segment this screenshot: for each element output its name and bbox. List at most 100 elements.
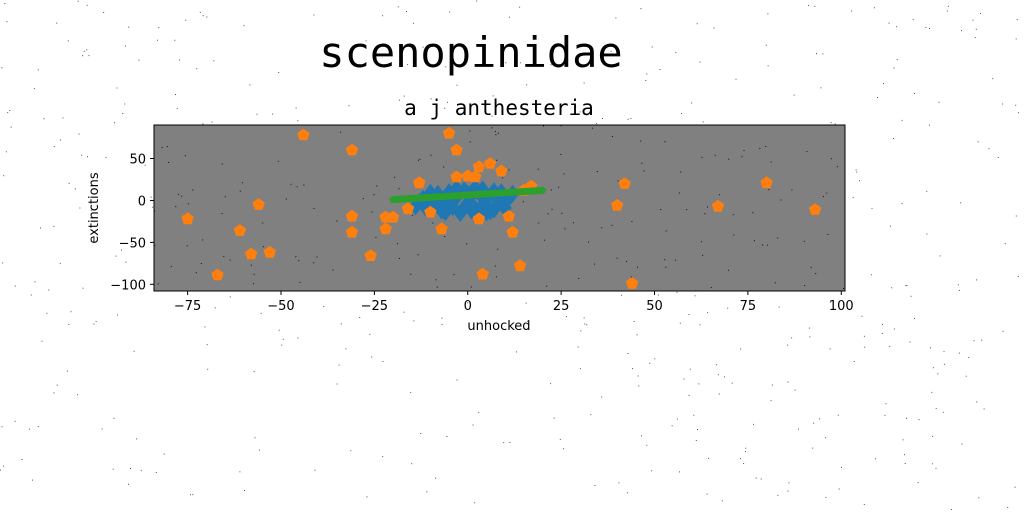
speckle-dot [348,105,350,107]
speckle-dot [637,375,639,377]
speckle-dot [543,239,545,241]
speckle-dot [497,248,499,250]
speckle-dot [704,213,706,215]
speckle-dot [947,5,949,7]
speckle-dot [610,51,612,53]
speckle-dot [583,82,585,84]
data-point [450,143,463,156]
speckle-dot [244,490,245,491]
speckle-dot [788,482,790,484]
speckle-dot [810,266,812,268]
speckle-dot [761,244,763,246]
speckle-dot [905,285,907,287]
speckle-dot [727,307,729,309]
speckle-dot [651,46,653,48]
speckle-dot [632,368,633,370]
speckle-dot [1017,276,1019,277]
speckle-dot [444,107,446,109]
speckle-dot [958,352,960,354]
speckle-dot [806,151,808,153]
speckle-dot [768,189,770,191]
speckle-dot [765,146,767,147]
speckle-dot [93,323,95,325]
speckle-dot [829,348,831,350]
speckle-dot [178,193,180,195]
speckle-dot [550,383,552,385]
speckle-dot [816,53,817,55]
speckle-dot [943,363,945,365]
speckle-dot [1007,507,1009,508]
speckle-dot [550,189,552,191]
speckle-dot [654,358,656,360]
speckle-dot [277,160,279,162]
speckle-dot [901,119,903,121]
speckle-dot [297,120,299,122]
speckle-dot [909,341,911,343]
speckle-dot [272,113,274,115]
speckle-dot [441,317,443,319]
speckle-dot [755,477,757,479]
speckle-dot [131,244,133,245]
speckle-dot [34,281,36,283]
speckle-dot [871,208,873,210]
speckle-dot [332,269,334,271]
speckle-dot [199,11,201,13]
speckle-dot [808,4,810,6]
speckle-dot [1002,103,1004,105]
speckle-dot [282,338,284,340]
speckle-dot [527,320,528,322]
speckle-dot [478,412,480,414]
speckle-dot [631,276,632,278]
speckle-dot [855,169,857,171]
speckle-dot [977,141,979,143]
speckle-dot [645,80,647,81]
speckle-dot [78,133,80,135]
speckle-dot [718,393,720,395]
speckle-dot [229,296,231,298]
speckle-dot [28,428,30,430]
speckle-dot [192,189,194,191]
speckle-dot [637,266,638,268]
speckle-dot [565,316,567,318]
speckle-dot [476,0,478,2]
speckle-dot [611,224,613,226]
speckle-dot [144,164,146,166]
speckle-dot [853,361,855,362]
speckle-dot [10,126,12,128]
speckle-dot [698,383,700,385]
speckle-dot [1,426,3,428]
speckle-dot [559,438,561,440]
speckle-dot [491,127,493,129]
speckle-dot [187,203,189,205]
speckle-dot [676,291,678,293]
speckle-dot [206,344,208,346]
speckle-dot [303,184,305,186]
speckle-dot [224,196,226,198]
speckle-dot [579,368,581,370]
speckle-dot [508,169,510,171]
speckle-dot [885,403,887,405]
speckle-dot [495,131,496,133]
speckle-dot [852,197,854,199]
speckle-dot [447,101,448,103]
speckle-dot [472,424,474,426]
speckle-dot [1004,243,1006,245]
speckle-dot [1002,330,1004,332]
speckle-dot [699,324,701,326]
speckle-dot [728,158,730,160]
data-point [364,249,377,261]
speckle-dot [221,163,223,165]
speckle-dot [830,158,832,160]
speckle-dot [175,206,177,208]
speckle-dot [804,285,806,286]
speckle-dot [82,287,84,289]
speckle-dot [365,40,367,42]
speckle-dot [281,344,283,346]
speckle-dot [794,389,796,391]
speckle-dot [537,168,539,170]
data-point [457,199,471,217]
speckle-dot [68,182,70,184]
speckle-dot [53,146,55,148]
speckle-dot [278,329,280,331]
speckle-dot [371,356,373,358]
